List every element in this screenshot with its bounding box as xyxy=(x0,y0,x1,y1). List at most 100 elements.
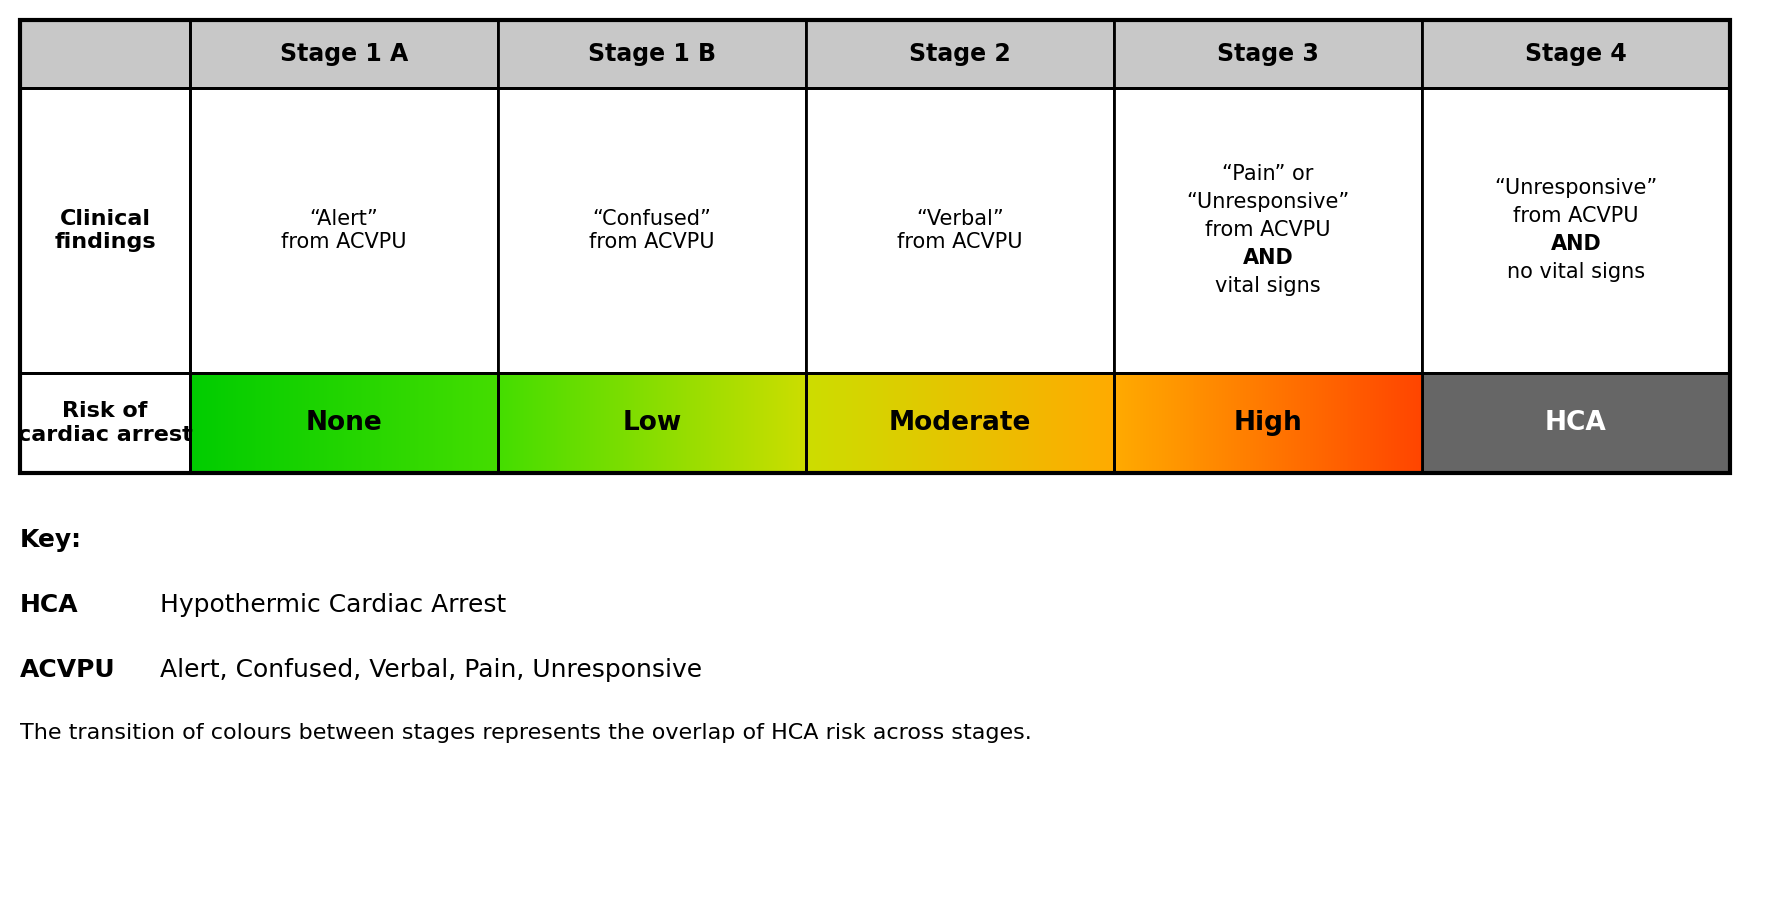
Bar xyxy=(464,373,466,473)
Bar xyxy=(1263,373,1265,473)
Bar xyxy=(751,373,753,473)
Bar xyxy=(1102,373,1104,473)
Bar xyxy=(661,373,663,473)
Bar xyxy=(1295,373,1297,473)
Bar xyxy=(1421,88,1729,373)
Bar xyxy=(1247,373,1249,473)
Bar xyxy=(675,373,677,473)
Bar xyxy=(365,373,367,473)
Bar xyxy=(1022,373,1024,473)
Bar xyxy=(1269,373,1271,473)
Bar xyxy=(1115,373,1116,473)
Bar xyxy=(500,373,501,473)
Bar xyxy=(1348,373,1350,473)
Bar xyxy=(257,373,259,473)
Bar xyxy=(1246,373,1249,473)
Bar xyxy=(571,373,572,473)
Bar xyxy=(895,373,897,473)
Bar xyxy=(914,373,916,473)
Bar xyxy=(703,373,707,473)
Bar xyxy=(257,373,260,473)
Bar xyxy=(581,373,583,473)
Bar xyxy=(234,373,237,473)
Bar xyxy=(563,373,567,473)
Bar xyxy=(358,373,360,473)
Bar xyxy=(691,373,693,473)
Bar xyxy=(1352,373,1356,473)
Bar xyxy=(1030,373,1031,473)
Bar xyxy=(198,373,202,473)
Bar xyxy=(925,373,927,473)
Text: HCA: HCA xyxy=(19,593,78,617)
Bar xyxy=(1267,373,1269,473)
Bar xyxy=(831,373,833,473)
Bar xyxy=(588,373,590,473)
Bar xyxy=(1249,373,1251,473)
Bar xyxy=(266,373,268,473)
Bar xyxy=(190,373,498,473)
Bar xyxy=(211,373,213,473)
Bar xyxy=(510,373,512,473)
Bar xyxy=(443,373,445,473)
Bar xyxy=(408,373,409,473)
Bar xyxy=(610,373,611,473)
Bar xyxy=(861,373,863,473)
Bar xyxy=(1299,373,1301,473)
Bar xyxy=(349,373,351,473)
Text: from ACVPU: from ACVPU xyxy=(1205,221,1331,241)
Text: Risk of
cardiac arrest: Risk of cardiac arrest xyxy=(18,402,193,445)
Bar xyxy=(1054,373,1056,473)
Bar xyxy=(516,373,519,473)
Bar xyxy=(969,373,971,473)
Bar xyxy=(402,373,404,473)
Bar xyxy=(1244,373,1246,473)
Bar xyxy=(218,373,220,473)
Bar xyxy=(1127,373,1129,473)
Bar xyxy=(353,373,354,473)
Bar xyxy=(1182,373,1184,473)
Bar xyxy=(438,373,439,473)
Bar xyxy=(1411,373,1414,473)
Bar xyxy=(259,373,260,473)
Bar xyxy=(1256,373,1258,473)
Bar xyxy=(590,373,592,473)
Bar xyxy=(865,373,867,473)
Bar xyxy=(540,373,542,473)
Bar xyxy=(806,373,1115,473)
Bar xyxy=(836,373,838,473)
Bar xyxy=(486,373,487,473)
Bar xyxy=(1389,373,1391,473)
Bar xyxy=(723,373,725,473)
Bar xyxy=(1302,373,1304,473)
Bar xyxy=(1224,373,1226,473)
Bar xyxy=(1246,373,1247,473)
Text: “Confused”
from ACVPU: “Confused” from ACVPU xyxy=(588,209,714,252)
Bar xyxy=(1286,373,1288,473)
Bar xyxy=(1104,373,1106,473)
Bar xyxy=(707,373,709,473)
Bar xyxy=(780,373,781,473)
Bar xyxy=(1031,373,1033,473)
Bar xyxy=(920,373,921,473)
Bar xyxy=(323,373,324,473)
Bar xyxy=(555,373,556,473)
Bar xyxy=(902,373,904,473)
Bar xyxy=(810,373,813,473)
Bar xyxy=(361,373,363,473)
Bar xyxy=(592,373,594,473)
Bar xyxy=(696,373,698,473)
Bar xyxy=(19,20,190,88)
Bar xyxy=(1143,373,1145,473)
Bar xyxy=(1061,373,1063,473)
Bar xyxy=(245,373,246,473)
Bar xyxy=(741,373,744,473)
Bar xyxy=(549,373,551,473)
Bar xyxy=(475,373,477,473)
Bar xyxy=(1175,373,1178,473)
Bar xyxy=(292,373,296,473)
Bar xyxy=(1184,373,1185,473)
Bar xyxy=(250,373,252,473)
Bar xyxy=(388,373,390,473)
Bar xyxy=(299,373,301,473)
Bar xyxy=(498,373,806,473)
